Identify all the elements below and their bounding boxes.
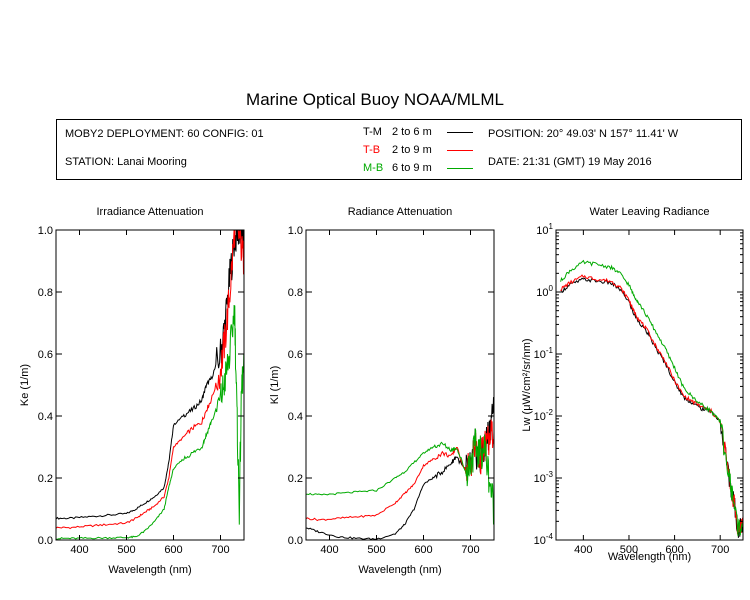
series-line-t-b <box>560 274 743 535</box>
y-tick-label: 0.8 <box>38 287 53 299</box>
y-tick-label: 0.4 <box>38 411 53 423</box>
legend-code-mb: M-B <box>363 162 384 174</box>
y-tick-label: 0.8 <box>288 287 303 299</box>
y-tick-label: 0.0 <box>38 535 53 547</box>
series-line-t-b <box>56 230 244 530</box>
y-tick-label: 1.0 <box>38 225 53 237</box>
y-tick-label: 101 <box>536 222 553 237</box>
y-axis-label: Ke (1/m) <box>19 364 31 406</box>
x-tick-label: 700 <box>461 544 479 556</box>
plot-frame <box>55 229 245 541</box>
chart-title: Water Leaving Radiance <box>589 206 709 218</box>
chart-title: Irradiance Attenuation <box>96 206 203 218</box>
chart-title: Radiance Attenuation <box>348 206 453 218</box>
x-tick-label: 600 <box>665 544 683 556</box>
x-tick-label: 500 <box>117 544 135 556</box>
y-tick-label: 0.6 <box>288 349 303 361</box>
y-tick-label: 10-3 <box>534 470 554 485</box>
x-axis-label: Wavelength (nm) <box>608 551 691 563</box>
series-line-t-b <box>306 419 494 522</box>
station-text: STATION: Lanai Mooring <box>65 156 187 168</box>
plot-frame <box>555 229 744 541</box>
y-tick-label: 10-2 <box>534 408 554 423</box>
y-tick-label: 100 <box>536 284 553 299</box>
x-tick-label: 400 <box>320 544 338 556</box>
legend-range-tb: 2 to 9 m <box>392 144 432 156</box>
x-tick-label: 600 <box>164 544 182 556</box>
x-axis-label: Wavelength (nm) <box>108 564 191 576</box>
y-tick-label: 10-1 <box>534 346 554 361</box>
y-tick-label: 0.2 <box>38 473 53 485</box>
legend-line-tb <box>447 150 473 151</box>
y-axis-label: Lw (μW/cm²/sr/nm) <box>521 338 533 431</box>
series-line-m-b <box>56 304 244 540</box>
x-tick-label: 700 <box>711 544 729 556</box>
position-text: POSITION: 20° 49.03' N 157° 11.41' W <box>488 128 679 140</box>
x-tick-label: 600 <box>414 544 432 556</box>
y-axis-label: Kl (1/m) <box>269 366 281 405</box>
x-axis-label: Wavelength (nm) <box>358 564 441 576</box>
legend-line-mb <box>447 168 473 169</box>
y-tick-label: 10-4 <box>534 532 554 547</box>
y-tick-label: 0.4 <box>288 411 303 423</box>
x-tick-label: 400 <box>70 544 88 556</box>
y-tick-label: 0.6 <box>38 349 53 361</box>
date-text: DATE: 21:31 (GMT) 19 May 2016 <box>488 156 652 168</box>
legend-code-tm: T-M <box>363 126 382 138</box>
chart-3: Water Leaving Radiance 400 500 600 700 Wavele… <box>521 206 744 563</box>
series-line-m-b <box>306 428 494 525</box>
x-tick-label: 500 <box>620 544 638 556</box>
x-tick-label: 500 <box>367 544 385 556</box>
legend-range-mb: 6 to 9 m <box>392 162 432 174</box>
series-line-t-m <box>56 230 244 520</box>
y-tick-label: 0.0 <box>288 535 303 547</box>
chart-2: Radiance Attenuation 400 500 600 700 Waveleng… <box>269 206 495 576</box>
info-box: MOBY2 DEPLOYMENT: 60 CONFIG: 01 STATION:… <box>56 119 742 180</box>
legend-range-tm: 2 to 6 m <box>392 126 432 138</box>
series-line-t-m <box>560 277 743 538</box>
x-tick-label: 700 <box>211 544 229 556</box>
y-tick-label: 1.0 <box>288 225 303 237</box>
deployment-text: MOBY2 DEPLOYMENT: 60 CONFIG: 01 <box>65 128 264 140</box>
legend-line-tm <box>447 132 473 133</box>
legend-code-tb: T-B <box>363 144 381 156</box>
series-line-m-b <box>560 259 743 537</box>
y-tick-label: 0.2 <box>288 473 303 485</box>
plot-frame <box>305 229 495 541</box>
chart-1: Irradiance Attenuation 400 500 600 700 Wavele… <box>19 206 245 576</box>
page-title: Marine Optical Buoy NOAA/MLML <box>246 90 504 109</box>
x-tick-label: 400 <box>574 544 592 556</box>
